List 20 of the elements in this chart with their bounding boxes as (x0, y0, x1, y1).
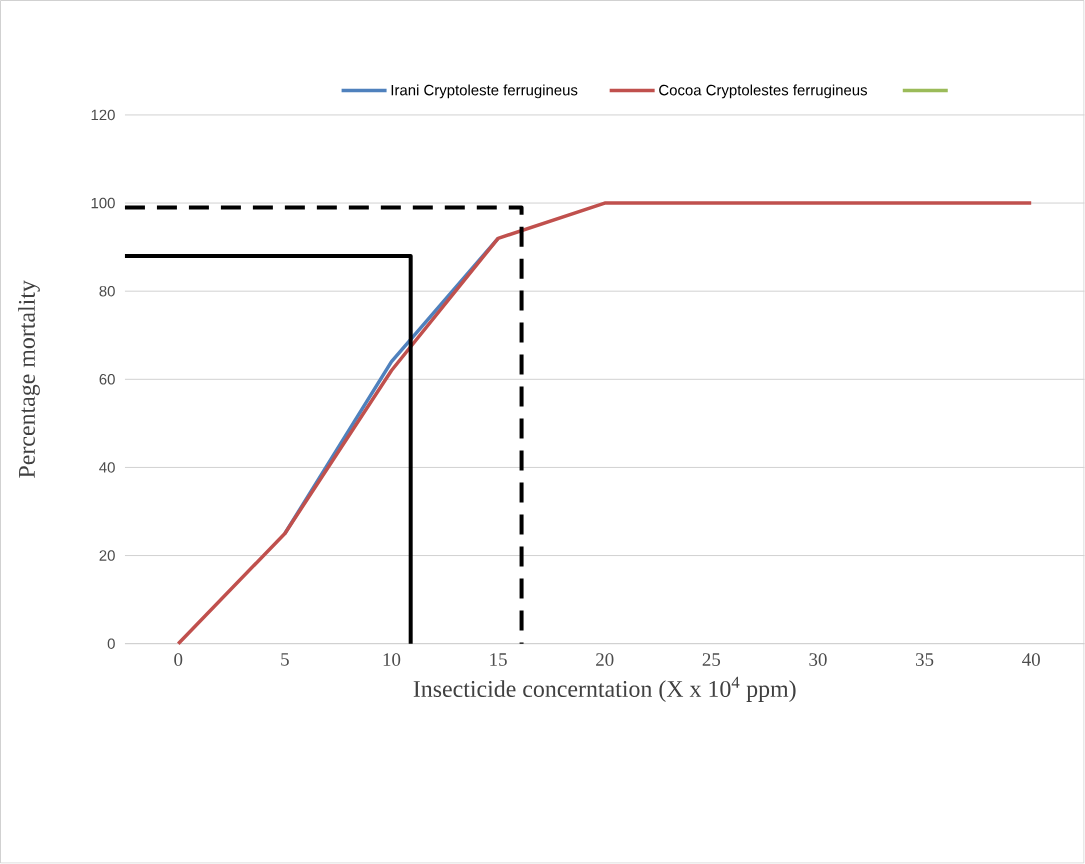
legend-label: Cocoa Cryptolestes ferrugineus (659, 84, 868, 99)
y-tick-label: 20 (99, 550, 115, 562)
x-tick-label: 25 (702, 653, 721, 667)
x-tick-label: 30 (809, 653, 827, 667)
x-tick-label: 40 (1022, 653, 1040, 667)
y-tick-label: 80 (99, 286, 115, 297)
legend-label: Irani Cryptoleste ferrugineus (391, 84, 578, 99)
y-tick-label: 40 (99, 462, 115, 473)
y-axis-title: Percentage mortality (18, 280, 40, 479)
x-tick-label: 20 (596, 653, 614, 667)
x-tick-label: 0 (174, 653, 183, 667)
x-tick-label: 10 (383, 653, 401, 667)
y-tick-label: 60 (99, 374, 115, 385)
y-tick-label: 0 (107, 638, 115, 650)
y-tick-label: 100 (91, 197, 115, 209)
x-tick-label: 5 (281, 653, 289, 666)
y-tick-label: 120 (91, 109, 115, 121)
x-tick-label: 35 (916, 653, 934, 667)
x-tick-label: 15 (490, 653, 507, 667)
x-axis-title: Insecticide concerntation (X x 10$^{4}$ ppm) (413, 677, 796, 703)
